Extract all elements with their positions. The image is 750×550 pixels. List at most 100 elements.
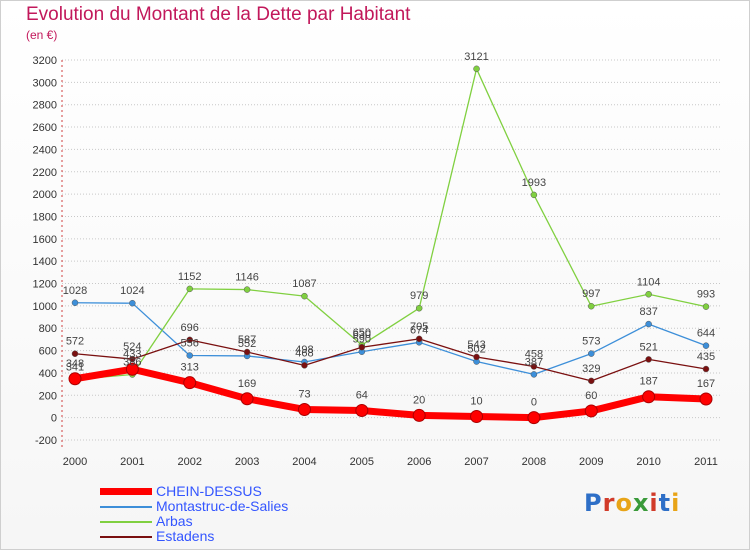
- data-label: 10: [470, 396, 482, 408]
- logo-letter: t: [658, 489, 672, 517]
- series-line-estadens: [74, 338, 707, 382]
- data-point: [301, 362, 308, 369]
- data-point: [125, 362, 139, 376]
- data-label: 543: [467, 339, 485, 351]
- logo-letter: r: [602, 489, 616, 517]
- data-label: 979: [410, 290, 428, 302]
- y-tick-label: 2800: [33, 100, 57, 112]
- x-tick-label: 2003: [235, 456, 259, 468]
- y-tick-label: 2000: [33, 189, 57, 201]
- data-point: [642, 390, 656, 404]
- y-tick-label: 2600: [33, 122, 57, 134]
- logo-letter: P: [584, 489, 603, 517]
- data-point: [645, 320, 652, 328]
- y-tick-label: 1600: [33, 234, 57, 246]
- data-label: 572: [66, 336, 84, 348]
- data-point: [71, 299, 79, 307]
- data-label: 386: [123, 357, 141, 369]
- y-tick-label: 600: [39, 346, 57, 358]
- data-point: [186, 352, 193, 359]
- data-point: [415, 335, 423, 343]
- data-point: [702, 365, 710, 373]
- y-tick-label: 800: [39, 323, 57, 335]
- data-label: 313: [181, 362, 199, 374]
- data-label: 997: [582, 288, 600, 300]
- data-point: [699, 392, 713, 406]
- data-label: 1024: [120, 285, 144, 297]
- data-label: 458: [525, 348, 543, 360]
- data-point: [243, 286, 251, 293]
- y-tick-label: 2400: [33, 144, 57, 156]
- data-label: 630: [353, 329, 371, 341]
- data-point: [415, 304, 423, 312]
- data-point: [588, 302, 595, 310]
- data-label: 837: [639, 306, 657, 318]
- chart-subtitle: (en €): [26, 28, 58, 42]
- data-point: [588, 377, 595, 385]
- data-label: 587: [238, 334, 256, 346]
- data-point: [588, 350, 595, 357]
- y-tick-label: 2200: [33, 167, 57, 179]
- chart-title: Evolution du Montant de la Dette par Hab…: [26, 4, 411, 25]
- x-tick-label: 2007: [464, 456, 488, 468]
- data-point: [584, 404, 598, 418]
- data-label: 993: [697, 289, 715, 301]
- data-point: [183, 376, 197, 390]
- x-tick-label: 2008: [522, 456, 546, 468]
- proxiti-logo: Proxiti: [584, 489, 680, 517]
- data-label: 187: [639, 376, 657, 388]
- legend-label: Montastruc-de-Salies: [156, 498, 289, 514]
- data-label: 1028: [63, 285, 87, 297]
- data-point: [645, 356, 652, 363]
- legend-swatch: [100, 536, 152, 538]
- data-point: [470, 410, 484, 424]
- data-label: 556: [181, 338, 199, 350]
- data-point: [645, 291, 652, 298]
- legend-swatch: [100, 506, 152, 508]
- y-tick-label: 3200: [33, 55, 57, 67]
- y-tick-label: 3000: [33, 77, 57, 89]
- data-label: 502: [467, 344, 485, 356]
- data-point: [473, 353, 480, 361]
- legend-swatch: [100, 521, 152, 523]
- logo-letter: i: [649, 489, 659, 517]
- data-point: [473, 65, 480, 73]
- legend-swatch: [100, 488, 152, 495]
- data-point: [527, 411, 541, 425]
- data-label: 341: [66, 362, 84, 374]
- legend-label: Estadens: [156, 528, 215, 544]
- data-point: [530, 371, 538, 378]
- data-label: 524: [123, 341, 141, 353]
- data-point: [358, 343, 366, 351]
- y-tick-label: 400: [39, 368, 57, 380]
- data-label: 20: [413, 394, 425, 406]
- series-line-arbas: [74, 68, 707, 381]
- data-label: 1087: [292, 278, 316, 290]
- data-point: [186, 285, 193, 293]
- data-point: [301, 292, 308, 300]
- y-tick-label: 0: [51, 413, 57, 425]
- data-label: 433: [123, 348, 141, 360]
- data-point: [355, 403, 369, 417]
- series-line-montastruc-de-salies: [74, 302, 707, 376]
- x-tick-label: 2004: [292, 456, 316, 468]
- logo-letter: o: [615, 489, 633, 517]
- data-label: 0: [531, 397, 537, 409]
- y-tick-label: 200: [39, 390, 57, 402]
- x-tick-label: 2009: [579, 456, 603, 468]
- data-label: 1146: [235, 272, 259, 284]
- data-label: 468: [295, 347, 313, 359]
- data-point: [530, 191, 538, 199]
- x-tick-label: 2000: [63, 456, 87, 468]
- data-point: [412, 408, 426, 422]
- data-label: 167: [697, 378, 715, 390]
- data-label: 696: [181, 322, 199, 334]
- data-point: [530, 363, 538, 370]
- data-label: 169: [238, 378, 256, 390]
- x-tick-label: 2006: [407, 456, 431, 468]
- x-tick-label: 2005: [350, 456, 374, 468]
- data-point: [702, 342, 710, 349]
- y-tick-label: 1800: [33, 211, 57, 223]
- data-label: 329: [582, 363, 600, 375]
